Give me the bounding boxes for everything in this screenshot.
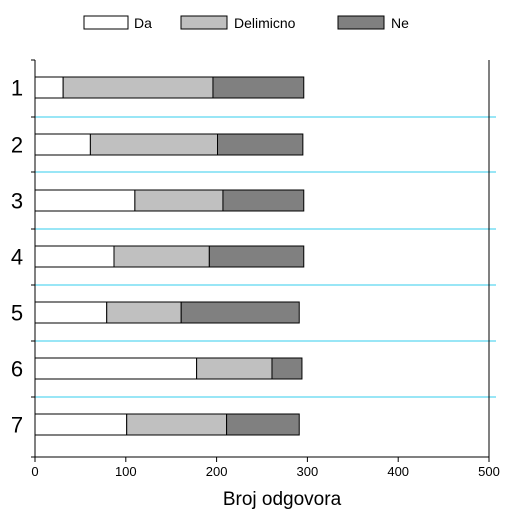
bar-segment-da-row-6 xyxy=(34,357,198,380)
bar-segment-da-row-4 xyxy=(34,245,115,268)
x-tick-label: 500 xyxy=(478,464,500,479)
bar-segment-delimicno-row-6 xyxy=(196,357,273,380)
x-tick-label: 200 xyxy=(206,464,228,479)
bar-segment-da-row-1 xyxy=(34,76,64,99)
legend-label-da: Da xyxy=(134,15,152,31)
category-label: 4 xyxy=(11,245,23,270)
category-label: 3 xyxy=(11,189,23,214)
legend-label-ne: Ne xyxy=(391,15,409,31)
x-tick-label: 400 xyxy=(387,464,409,479)
separator-lines xyxy=(35,116,496,398)
bars xyxy=(34,76,305,436)
bar-segment-ne-row-5 xyxy=(180,301,300,324)
legend-swatch-delimicno xyxy=(180,15,228,30)
bar-segment-da-row-2 xyxy=(34,133,91,156)
bar-segment-delimicno-row-2 xyxy=(89,133,219,156)
x-tick-label: 100 xyxy=(115,464,137,479)
category-label: 5 xyxy=(11,301,23,326)
legend: Da Delimicno Ne xyxy=(83,15,409,31)
category-label: 6 xyxy=(11,357,23,382)
x-tick-label: 0 xyxy=(31,464,38,479)
bar-segment-ne-row-7 xyxy=(226,413,300,436)
legend-swatch-ne xyxy=(337,15,385,30)
bar-segment-delimicno-row-1 xyxy=(62,76,214,99)
bar-segment-da-row-5 xyxy=(34,301,108,324)
bar-segment-da-row-3 xyxy=(34,189,136,212)
bar-segment-ne-row-6 xyxy=(271,357,303,380)
bar-segment-ne-row-1 xyxy=(212,76,305,99)
bar-segment-delimicno-row-5 xyxy=(106,301,182,324)
legend-label-delimicno: Delimicno xyxy=(234,15,296,31)
category-label: 1 xyxy=(11,76,23,101)
legend-swatch-da xyxy=(83,15,129,30)
category-label: 2 xyxy=(11,133,23,158)
bar-segment-delimicno-row-3 xyxy=(134,189,224,212)
x-tick-label: 300 xyxy=(297,464,319,479)
category-label: 7 xyxy=(11,413,23,438)
x-ticks: 0 100 200 300 400 500 xyxy=(31,457,500,479)
x-axis-title: Broj odgovora xyxy=(223,489,342,510)
category-labels: 1 2 3 4 5 6 7 xyxy=(11,76,23,438)
bar-segment-da-row-7 xyxy=(34,413,128,436)
bar-segment-delimicno-row-7 xyxy=(126,413,228,436)
bar-segment-delimicno-row-4 xyxy=(113,245,210,268)
bar-segment-ne-row-2 xyxy=(217,133,304,156)
bar-segment-ne-row-3 xyxy=(222,189,305,212)
bar-segment-ne-row-4 xyxy=(208,245,305,268)
